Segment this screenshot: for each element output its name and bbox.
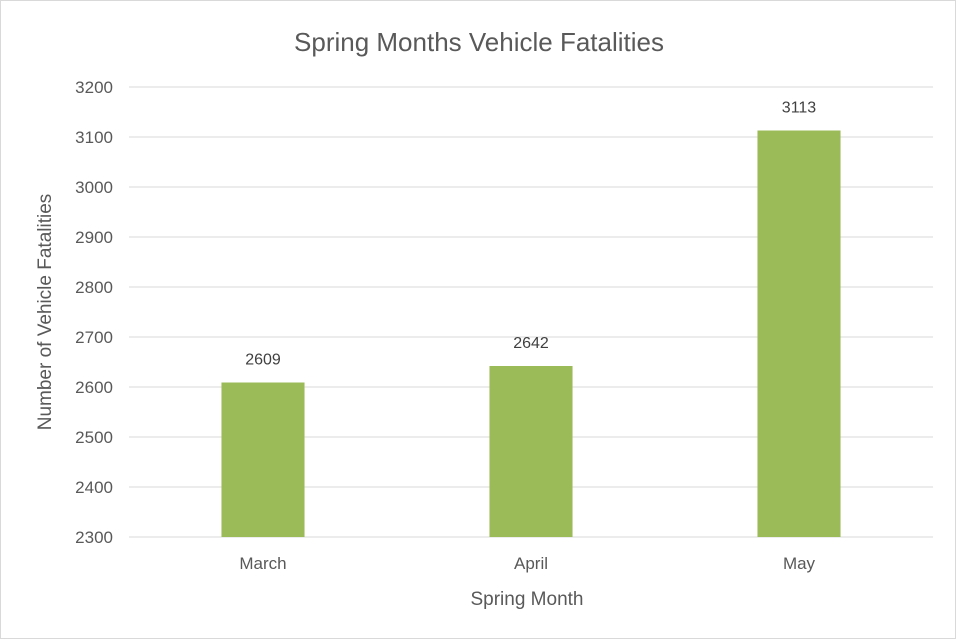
x-axis-ticks: March April May (239, 554, 815, 573)
data-label: 3113 (782, 100, 817, 117)
bar-april (489, 366, 573, 537)
y-tick-label: 3100 (75, 128, 113, 147)
data-label: 2609 (245, 352, 281, 369)
y-tick-label: 2800 (75, 278, 113, 297)
y-tick-label: 2400 (75, 478, 113, 497)
bar-march (221, 382, 305, 537)
bars (221, 130, 841, 537)
x-axis-title: Spring Month (470, 589, 583, 610)
y-axis-ticks: 2300 2400 2500 2600 2700 2800 2900 3000 3100 3200 (75, 78, 113, 547)
data-label: 2642 (513, 335, 549, 352)
y-tick-label: 2600 (75, 378, 113, 397)
y-tick-label: 3200 (75, 78, 113, 97)
x-tick-label: May (783, 554, 816, 573)
y-tick-label: 2700 (75, 328, 113, 347)
y-tick-label: 2900 (75, 228, 113, 247)
x-tick-label: April (514, 554, 548, 573)
y-tick-label: 3000 (75, 178, 113, 197)
bar-may (757, 130, 841, 537)
data-labels: 2609 2642 3113 (245, 100, 816, 369)
y-axis-title: Number of Vehicle Fatalities (35, 194, 56, 431)
y-tick-label: 2500 (75, 428, 113, 447)
chart-title: Spring Months Vehicle Fatalities (294, 27, 664, 57)
y-tick-label: 2300 (75, 528, 113, 547)
x-tick-label: March (239, 554, 286, 573)
